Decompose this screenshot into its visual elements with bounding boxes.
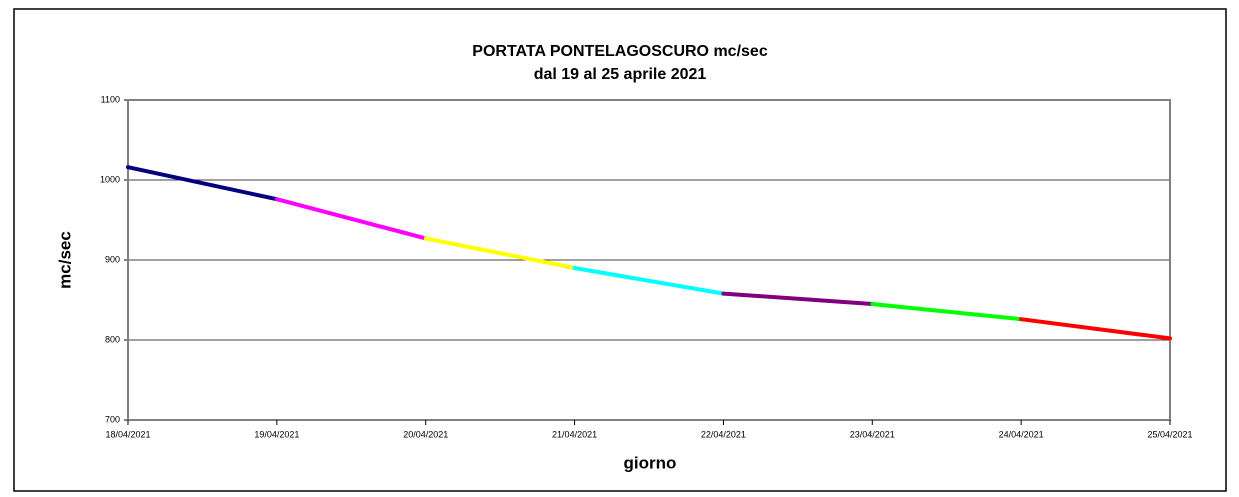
y-tick-label: 1000 [100, 174, 120, 184]
line-segment [126, 165, 279, 202]
line-segment [1019, 317, 1172, 341]
y-tick-label: 900 [105, 254, 120, 264]
y-tick-label: 800 [105, 334, 120, 344]
line-segment [870, 302, 1024, 322]
y-axis-label: mc/sec [55, 231, 74, 289]
y-tick-label: 700 [105, 414, 120, 424]
y-tick-label: 1100 [101, 94, 120, 104]
x-tick-label: 23/04/2021 [850, 429, 895, 439]
plot-border [127, 99, 1171, 421]
chart-border [13, 8, 1227, 492]
x-axis-label: giorno [624, 453, 677, 472]
x-tick-label: 25/04/2021 [1147, 429, 1192, 439]
line-segment [721, 291, 875, 306]
x-tick-label: 20/04/2021 [403, 429, 448, 439]
x-tick-label: 18/04/2021 [105, 429, 150, 439]
chart-subtitle: dal 19 al 25 aprile 2021 [534, 66, 707, 83]
line-segment [423, 236, 577, 270]
x-tick-label: 19/04/2021 [254, 429, 299, 439]
x-tick-label: 24/04/2021 [999, 429, 1044, 439]
line-segment [274, 197, 428, 241]
x-tick-label: 21/04/2021 [552, 429, 597, 439]
line-segment [572, 266, 726, 296]
chart-title: PORTATA PONTELAGOSCURO mc/sec [472, 43, 768, 60]
x-tick-label: 22/04/2021 [701, 429, 746, 439]
